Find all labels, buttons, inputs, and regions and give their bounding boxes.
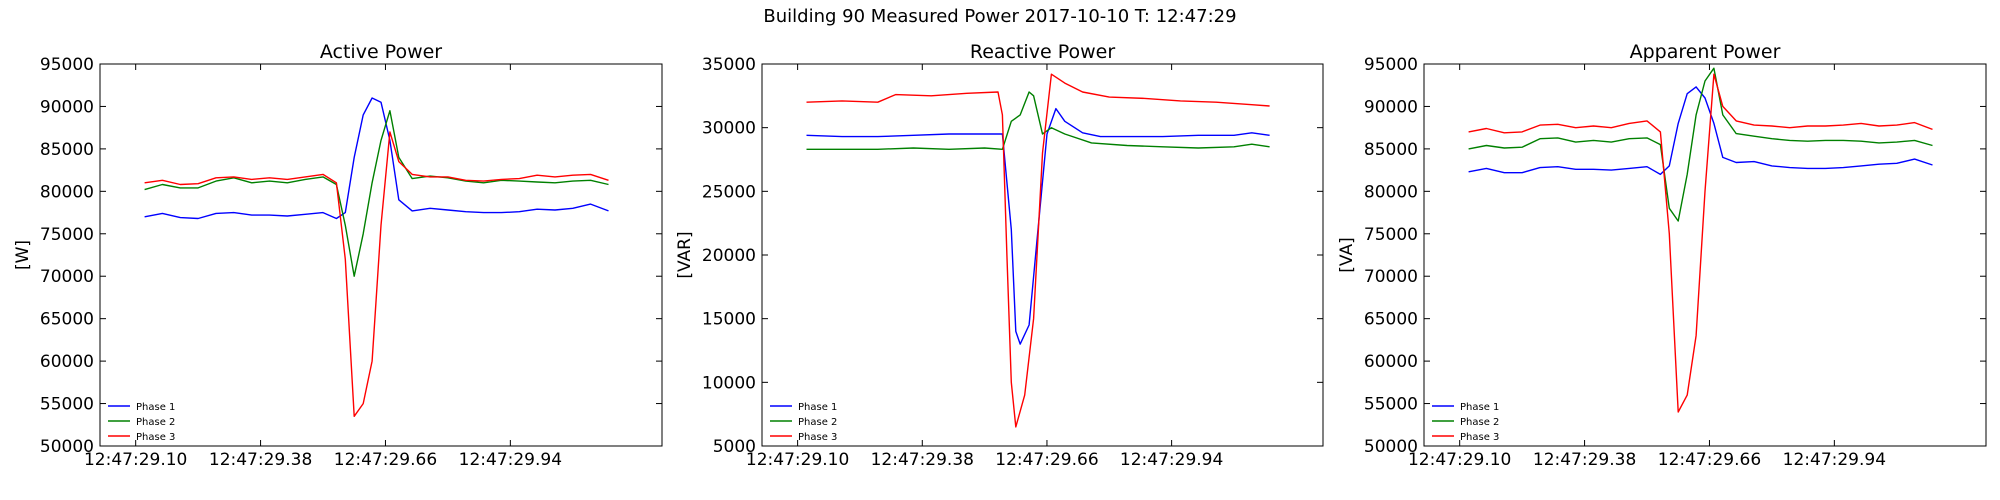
y-tick-label: 80000	[1364, 182, 1418, 202]
y-tick-label: 95000	[40, 55, 94, 75]
x-tick-label: 12:47:29.66	[995, 450, 1098, 470]
series-line-phase-2	[806, 91, 1270, 150]
chart-title: Reactive Power	[970, 41, 1115, 63]
y-tick-label: 75000	[40, 225, 94, 245]
y-axis-label: [VAR]	[675, 231, 695, 278]
legend-label-phase-1: Phase 1	[136, 402, 175, 413]
x-tick-label: 12:47:29.38	[1533, 450, 1636, 470]
series-line-phase-3	[806, 73, 1270, 428]
legend-label-phase-2: Phase 2	[136, 417, 175, 428]
y-tick-label: 85000	[1364, 140, 1418, 160]
legend: Phase 1 Phase 2 Phase 3	[1432, 402, 1499, 443]
y-tick-label: 75000	[1364, 225, 1418, 245]
y-tick-label: 65000	[40, 310, 94, 330]
plot-frame	[761, 63, 1324, 447]
y-tick-label: 70000	[40, 267, 94, 287]
x-tick-label: 12:47:29.10	[84, 450, 187, 470]
legend-label-phase-2: Phase 2	[798, 417, 837, 428]
y-axis-label: [W]	[13, 240, 33, 270]
x-tick-label: 12:47:29.10	[746, 450, 849, 470]
y-tick-label: 50000	[40, 437, 94, 457]
y-tick-label: 15000	[702, 310, 756, 330]
series-line-phase-2	[144, 110, 609, 277]
y-tick-label: 35000	[702, 55, 756, 75]
x-tick-label: 12:47:29.38	[209, 450, 312, 470]
y-axis-label: [VA]	[1337, 237, 1357, 272]
series-line-phase-3	[1468, 73, 1933, 413]
y-tick-label: 60000	[1364, 352, 1418, 372]
chart-title: Apparent Power	[1630, 41, 1781, 63]
chart-panel-1: 50000 55000 60000 65000 70000 75000 80000 85000…	[13, 41, 663, 470]
y-tick-label: 90000	[40, 97, 94, 117]
x-tick-label: 12:47:29.66	[334, 450, 437, 470]
x-tick-label: 12:47:29.66	[1658, 450, 1761, 470]
chart-panel-3: 50000 55000 60000 65000 70000 75000 80000 85000…	[1337, 41, 1987, 470]
legend-label-phase-1: Phase 1	[1460, 402, 1499, 413]
legend-label-phase-3: Phase 3	[798, 432, 837, 443]
y-tick-label: 25000	[702, 182, 756, 202]
legend-label-phase-3: Phase 3	[1460, 432, 1499, 443]
plot-frame	[99, 63, 663, 447]
x-tick-label: 12:47:29.10	[1408, 450, 1511, 470]
y-tick-label: 70000	[1364, 267, 1418, 287]
x-tick-label: 12:47:29.38	[871, 450, 974, 470]
series-line-phase-1	[1468, 86, 1933, 176]
y-tick-label: 60000	[40, 352, 94, 372]
legend: Phase 1 Phase 2 Phase 3	[108, 402, 175, 443]
series-line-phase-1	[144, 97, 609, 220]
series-line-phase-2	[1468, 67, 1933, 222]
y-tick-label: 55000	[1364, 395, 1418, 415]
chart-title: Active Power	[320, 41, 442, 63]
series-line-phase-3	[144, 131, 609, 417]
y-tick-label: 65000	[1364, 310, 1418, 330]
y-tick-label: 20000	[702, 246, 756, 266]
legend-label-phase-3: Phase 3	[136, 432, 175, 443]
plot-frame	[1423, 63, 1987, 447]
y-tick-label: 85000	[40, 140, 94, 160]
y-tick-label: 50000	[1364, 437, 1418, 457]
x-tick-label: 12:47:29.94	[459, 450, 562, 470]
y-tick-label: 55000	[40, 395, 94, 415]
legend-label-phase-1: Phase 1	[798, 402, 837, 413]
chart-panel-2: 5000 10000 15000 20000 25000 30000 35000 12:47:…	[675, 41, 1324, 470]
y-tick-label: 90000	[1364, 97, 1418, 117]
y-tick-label: 10000	[702, 373, 756, 393]
figure-suptitle: Building 90 Measured Power 2017-10-10 T:…	[763, 6, 1237, 27]
y-tick-label: 80000	[40, 182, 94, 202]
y-tick-label: 5000	[713, 437, 756, 457]
legend: Phase 1 Phase 2 Phase 3	[770, 402, 837, 443]
x-tick-label: 12:47:29.94	[1783, 450, 1886, 470]
legend-label-phase-2: Phase 2	[1460, 417, 1499, 428]
x-tick-label: 12:47:29.94	[1120, 450, 1223, 470]
y-tick-label: 30000	[702, 119, 756, 139]
y-tick-label: 95000	[1364, 55, 1418, 75]
